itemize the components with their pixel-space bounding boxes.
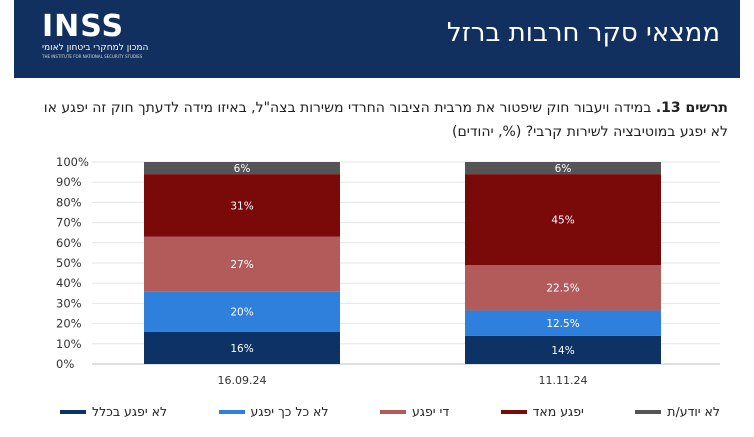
bar-segment	[465, 265, 661, 311]
y-tick-label: 90%	[56, 175, 82, 189]
y-tick-label: 10%	[56, 337, 82, 351]
legend-swatch	[500, 409, 527, 414]
page-title: ממצאי סקר חרבות ברזל	[446, 18, 720, 48]
bar-segment	[144, 291, 340, 332]
y-tick-label: 100%	[56, 155, 89, 169]
data-label: 45%	[551, 215, 574, 227]
y-tick-label: 30%	[56, 296, 82, 310]
data-label: 16%	[230, 343, 253, 355]
bar-segment	[144, 174, 340, 237]
data-label: 27%	[230, 259, 253, 271]
y-tick-label: 40%	[56, 276, 82, 290]
inss-logo: INSS המכון למחקרי ביטחון לאומי THE INSTI…	[42, 12, 192, 68]
x-category-label: 16.09.24	[218, 374, 267, 387]
logo-wordmark: INSS	[42, 9, 125, 44]
legend-item: לא יפגע בכלל	[60, 404, 167, 419]
legend-label: לא כל כך יפגע	[250, 404, 329, 419]
legend-label: די יפגע	[411, 404, 450, 419]
data-label: 6%	[555, 163, 572, 175]
legend-swatch	[218, 409, 245, 414]
y-tick-label: 60%	[56, 236, 82, 250]
chart-question-text: במידה ויעבור חוק שיפטור את מרבית הציבור …	[43, 100, 728, 140]
bar-segment	[465, 174, 661, 266]
legend-label: לא יודע/ת	[667, 404, 720, 419]
legend-item: לא כל כך יפגע	[218, 404, 329, 419]
legend-swatch	[379, 409, 406, 414]
chart-question: תרשים 13. במידה ויעבור חוק שיפטור את מרב…	[38, 96, 728, 144]
y-tick-label: 50%	[56, 256, 82, 270]
legend-item: די יפגע	[379, 404, 450, 419]
data-label: 22.5%	[546, 283, 579, 295]
legend-swatch	[635, 409, 662, 414]
header-banner: INSS המכון למחקרי ביטחון לאומי THE INSTI…	[14, 0, 740, 78]
bar-segment	[465, 335, 661, 364]
bar-segment	[465, 310, 661, 336]
data-label: 31%	[230, 200, 253, 212]
legend-item: לא יודע/ת	[635, 404, 720, 419]
legend-label: לא יפגע בכלל	[92, 404, 168, 419]
chart-number-label: תרשים 13.	[655, 100, 728, 116]
y-tick-label: 80%	[56, 195, 82, 209]
legend-item: יפגע מאד	[500, 404, 584, 419]
legend-label: יפגע מאד	[532, 404, 584, 419]
bar-segment	[144, 236, 340, 292]
x-category-label: 11.11.24	[539, 374, 588, 387]
bar-segment	[144, 331, 340, 364]
data-label: 20%	[230, 306, 253, 318]
bar-segment	[144, 162, 340, 175]
legend-swatch	[60, 409, 87, 414]
data-label: 14%	[551, 345, 574, 357]
data-label: 6%	[234, 163, 251, 175]
y-tick-label: 0%	[56, 357, 74, 371]
y-tick-label: 20%	[56, 317, 82, 331]
bar-segment	[465, 162, 661, 175]
logo-subtitle-english: THE INSTITUTE FOR NATIONAL SECURITY STUD…	[42, 54, 143, 59]
logo-subtitle-hebrew: המכון למחקרי ביטחון לאומי	[42, 43, 149, 53]
data-label: 12.5%	[546, 318, 579, 330]
stacked-bar-chart: 0% 10% 20% 30% 40% 50% 60% 70% 80% 90% 100% 16% 20% 2…	[56, 155, 720, 387]
chart-legend: לא יפגע בכלל לא כל כך יפגע די יפגע יפגע מאד…	[60, 404, 720, 419]
y-tick-label: 70%	[56, 216, 82, 230]
